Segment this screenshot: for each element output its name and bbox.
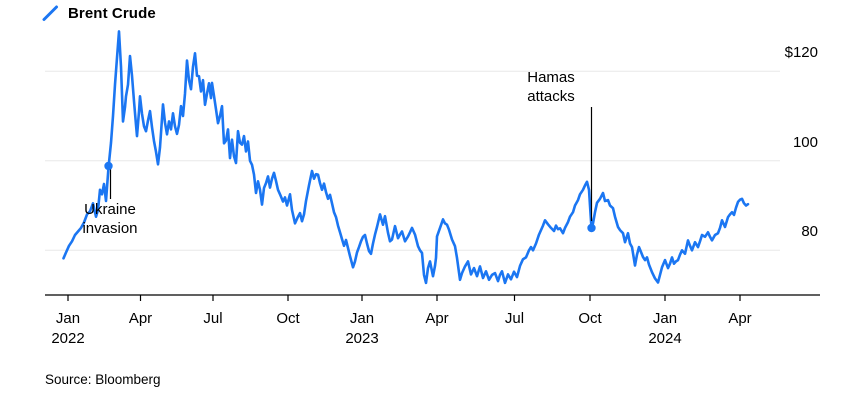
- x-tick-label-apr: Apr: [128, 310, 153, 327]
- legend: Brent Crude: [42, 5, 156, 22]
- annotation-text-line: Hamas: [527, 69, 575, 86]
- x-tick-label-oct: Oct: [578, 310, 602, 327]
- x-tick-label-apr: Apr: [425, 310, 449, 327]
- annotation-text-line: invasion: [82, 220, 138, 237]
- legend-series-label: Brent Crude: [68, 5, 156, 22]
- y-tick-label-80: 80: [801, 223, 818, 241]
- event-marker-ukraine-invasion: [104, 161, 113, 171]
- x-tick-year-jan-2022: 2022: [51, 330, 85, 347]
- annotation-text-line: attacks: [527, 88, 575, 105]
- source-attribution: Source: Bloomberg: [45, 372, 161, 387]
- x-tick-label-jan-2023: Jan: [349, 310, 375, 327]
- annotation-text-line: Ukraine: [84, 201, 136, 218]
- x-tick-label-oct: Oct: [276, 310, 300, 327]
- y-tick-label-100: 100: [792, 133, 818, 151]
- line-series-icon: [42, 5, 58, 21]
- x-tick-label-jul: Jul: [504, 310, 525, 327]
- price-line: [62, 30, 750, 285]
- y-tick-label-120: $120: [784, 44, 818, 62]
- annotation-ukraine-invasion: Ukraine invasion: [82, 200, 137, 238]
- annotation-hamas-attacks: Hamas attacks: [527, 68, 575, 106]
- x-tick-year-jan-2024: 2024: [648, 330, 682, 347]
- x-tick-label-jan-2022: Jan: [55, 310, 81, 327]
- x-tick-label-apr: Apr: [728, 310, 752, 327]
- x-tick-year-jan-2023: 2023: [345, 330, 379, 347]
- x-tick-label-jul: Jul: [203, 310, 223, 327]
- x-tick-label-jan-2024: Jan: [652, 310, 678, 327]
- event-marker-hamas-attacks: [587, 223, 596, 233]
